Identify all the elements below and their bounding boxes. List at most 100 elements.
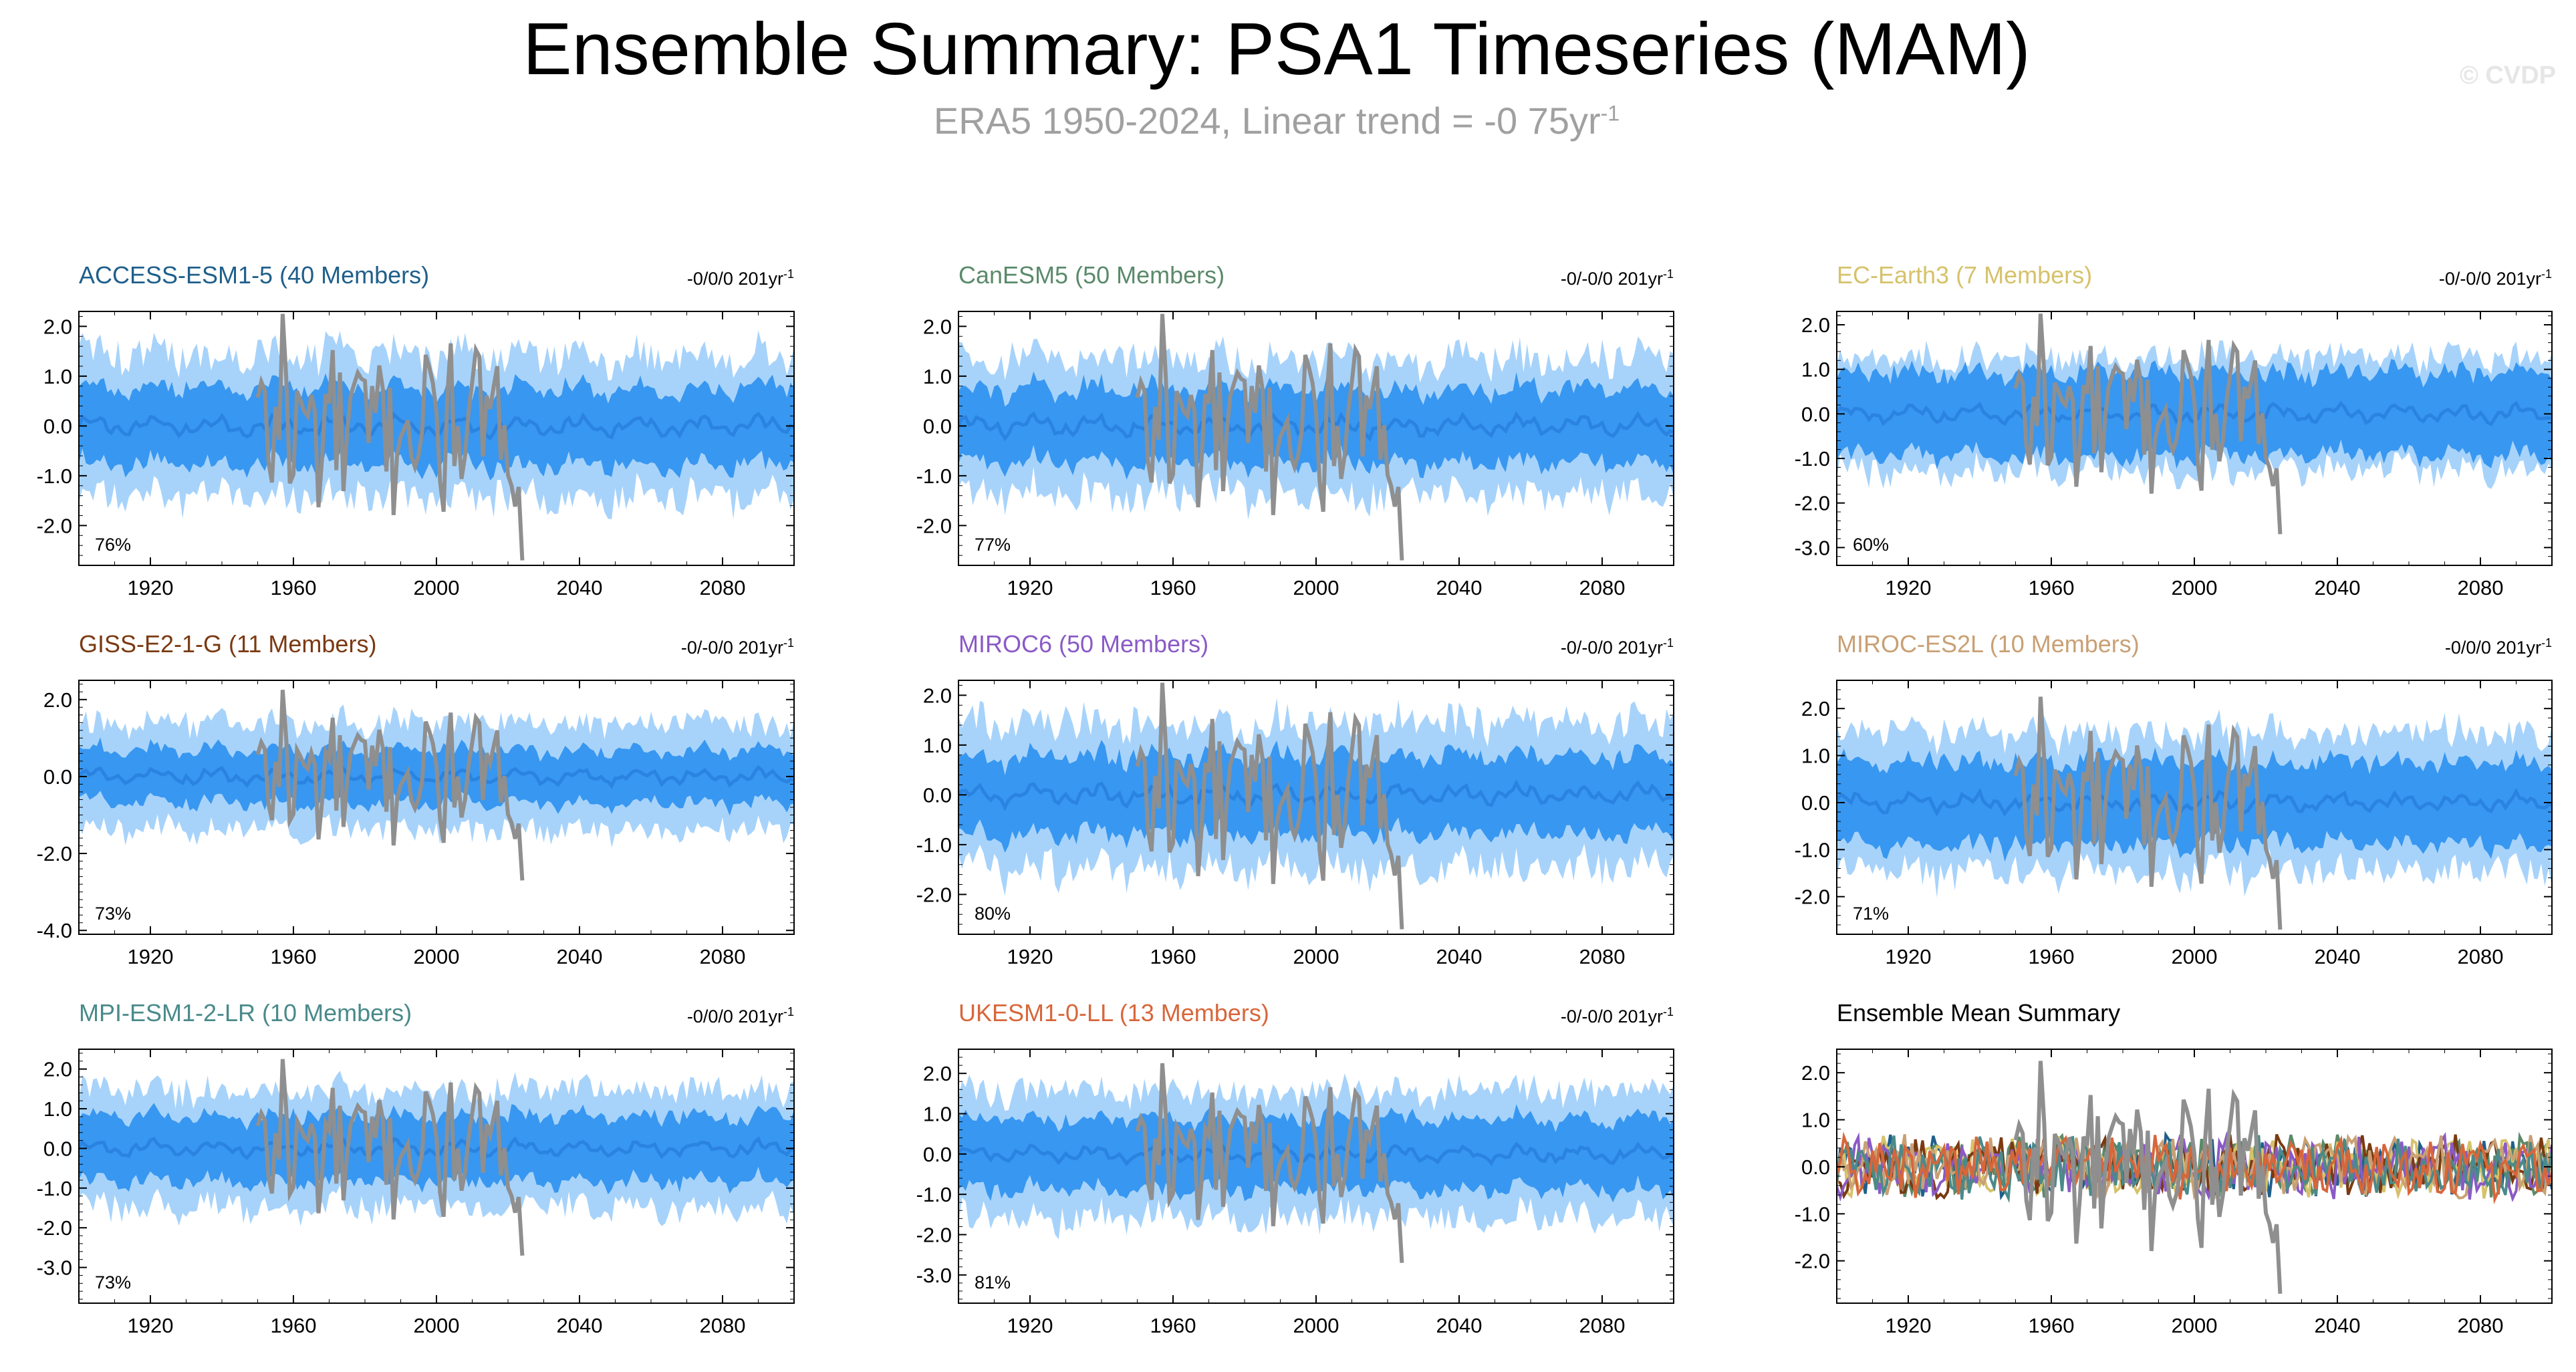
x-tick-label: 1960: [2029, 576, 2075, 599]
x-tick-label: 2040: [2315, 576, 2361, 599]
observed-line: [2013, 1061, 2283, 1294]
y-tick-label: 2.0: [43, 688, 72, 712]
observed-line: [2013, 696, 2283, 930]
x-tick-label: 2040: [1436, 945, 1483, 968]
subtitle-superscript: -1: [1600, 101, 1620, 126]
x-tick-label: 1960: [2029, 1314, 2075, 1337]
y-tick-label: -3.0: [37, 1256, 72, 1280]
y-tick-label: -1.0: [916, 1183, 952, 1206]
page-title: Ensemble Summary: PSA1 Timeseries (MAM): [523, 8, 2031, 90]
observed-line: [2013, 313, 2283, 535]
data-layer: [1837, 313, 2552, 535]
trend-superscript: -1: [783, 1005, 794, 1018]
x-tick-label: 2080: [2458, 1314, 2504, 1337]
x-tick-label: 1920: [1007, 576, 1053, 599]
x-tick-label: 1960: [271, 945, 317, 968]
y-tick-label: 0.0: [43, 1137, 72, 1160]
x-tick-label: 2080: [1579, 1314, 1626, 1337]
trend-label: -0/0/0 201yr-1: [2445, 636, 2552, 658]
percent-label: 73%: [95, 1272, 131, 1292]
y-tick-label: 1.0: [1801, 358, 1830, 382]
trend-value: -0/0/0 201yr: [687, 1006, 783, 1026]
chart-panel: GISS-E2-1-G (11 Members) -0/-0/0 201yr-1 2…: [37, 630, 795, 968]
trend-superscript: -1: [783, 267, 794, 281]
x-tick-label: 2080: [2458, 945, 2504, 968]
y-tick-label: -2.0: [916, 514, 952, 537]
panel-title: EC-Earth3 (7 Members): [1837, 261, 2092, 289]
trend-superscript: -1: [1663, 1005, 1674, 1018]
y-tick-label: 2.0: [923, 315, 952, 338]
panel-title: CanESM5 (50 Members): [958, 261, 1225, 289]
y-tick-label: 1.0: [43, 1097, 72, 1121]
y-tick-label: 0.0: [1801, 402, 1830, 426]
y-tick-label: 0.0: [923, 783, 952, 807]
x-tick-label: 2080: [2458, 576, 2504, 599]
chart-panel: ACCESS-ESM1-5 (40 Members) -0/0/0 201yr-1…: [37, 261, 795, 599]
chart-panel: Ensemble Mean Summary 2.0 1.0 0.0 -1.0 -2.0 19…: [1795, 999, 2553, 1337]
y-tick-label: 1.0: [923, 734, 952, 757]
x-tick-label: 2000: [414, 945, 460, 968]
trend-superscript: -1: [783, 636, 794, 650]
panel-title: GISS-E2-1-G (11 Members): [79, 630, 376, 658]
trend-label: -0/0/0 201yr-1: [687, 267, 794, 289]
chart-panel: MPI-ESM1-2-LR (10 Members) -0/0/0 201yr-1…: [37, 999, 795, 1337]
x-tick-label: 2040: [557, 576, 603, 599]
observed-line: [255, 1059, 525, 1256]
x-tick-label: 1920: [128, 576, 174, 599]
chart-panel: MIROC-ES2L (10 Members) -0/0/0 201yr-1 2.0…: [1795, 630, 2553, 968]
trend-label: -0/-0/0 201yr-1: [681, 636, 794, 658]
y-tick-label: 2.0: [43, 315, 72, 338]
y-tick-label: 2.0: [923, 1062, 952, 1085]
observed-line: [255, 313, 525, 561]
panel-title: ACCESS-ESM1-5 (40 Members): [79, 261, 429, 289]
x-tick-label: 2080: [700, 576, 746, 599]
trend-label: -0/-0/0 201yr-1: [1561, 267, 1674, 289]
x-tick-label: 2000: [414, 576, 460, 599]
trend-label: -0/0/0 201yr-1: [687, 1005, 794, 1026]
trend-value: -0/-0/0 201yr: [2439, 269, 2541, 289]
y-tick-label: -1.0: [916, 464, 952, 488]
trend-superscript: -1: [1663, 267, 1674, 281]
trend-superscript: -1: [2541, 267, 2552, 281]
y-tick-label: 0.0: [1801, 791, 1830, 815]
x-tick-label: 2040: [1436, 576, 1483, 599]
y-tick-label: -1.0: [37, 464, 72, 488]
percent-label: 77%: [975, 535, 1011, 555]
y-tick-label: -3.0: [1795, 536, 1830, 559]
y-tick-label: 0.0: [923, 414, 952, 438]
x-tick-label: 2040: [557, 1314, 603, 1337]
trend-value: -0/0/0 201yr: [2445, 638, 2541, 658]
x-tick-label: 1960: [1150, 1314, 1196, 1337]
y-tick-label: -2.0: [1795, 492, 1830, 515]
observed-line: [255, 690, 525, 881]
page-subtitle: ERA5 1950-2024, Linear trend = -0 75yr-1: [0, 99, 2553, 142]
y-tick-label: 0.0: [43, 414, 72, 438]
x-tick-label: 2040: [557, 945, 603, 968]
y-tick-label: -4.0: [37, 919, 72, 942]
chart-panel: MIROC6 (50 Members) -0/-0/0 201yr-1 2.0 1.0…: [916, 630, 1674, 968]
y-tick-label: 1.0: [43, 365, 72, 388]
x-tick-label: 1960: [271, 1314, 317, 1337]
y-tick-label: -2.0: [1795, 1250, 1830, 1273]
trend-label: -0/-0/0 201yr-1: [1561, 636, 1674, 658]
x-tick-label: 2040: [2315, 945, 2361, 968]
y-tick-label: 0.0: [1801, 1155, 1830, 1179]
x-tick-label: 2000: [414, 1314, 460, 1337]
trend-value: -0/0/0 201yr: [687, 269, 783, 289]
y-tick-label: -1.0: [1795, 1202, 1830, 1226]
x-tick-label: 1920: [1886, 576, 1932, 599]
x-tick-label: 2040: [2315, 1314, 2361, 1337]
x-tick-label: 2000: [1293, 945, 1339, 968]
x-tick-label: 2000: [2172, 576, 2218, 599]
percent-label: 73%: [95, 904, 131, 924]
percent-label: 80%: [975, 904, 1011, 924]
data-layer: [1837, 696, 2552, 930]
y-tick-label: 0.0: [923, 1143, 952, 1166]
y-tick-label: 2.0: [1801, 313, 1830, 337]
y-tick-label: -2.0: [37, 514, 72, 537]
y-tick-label: 1.0: [923, 1103, 952, 1126]
y-tick-label: 1.0: [1801, 1109, 1830, 1132]
data-layer: [79, 1059, 794, 1256]
y-tick-label: -2.0: [37, 1216, 72, 1240]
panel-title: MIROC-ES2L (10 Members): [1837, 630, 2140, 658]
